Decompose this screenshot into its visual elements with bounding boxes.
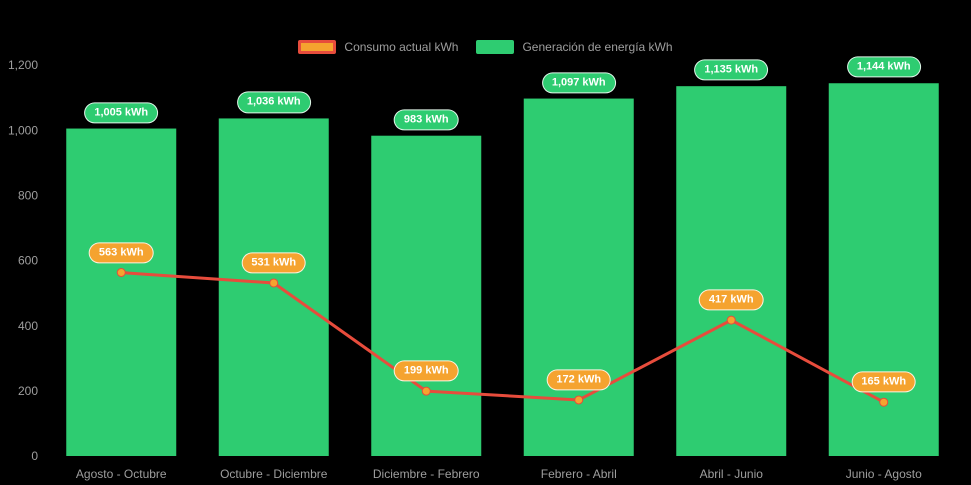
consumption-point[interactable] (116, 268, 126, 278)
x-axis-label: Abril - Junio (700, 467, 764, 481)
generation-bar[interactable] (66, 128, 177, 456)
x-axis-label: Agosto - Octubre (76, 467, 167, 481)
chart-legend: Consumo actual kWh Generación de energía… (0, 38, 971, 56)
consumption-point[interactable] (879, 397, 889, 407)
generation-bar[interactable] (828, 83, 939, 456)
consumo-legend-swatch-icon (298, 40, 337, 54)
generation-bar[interactable] (676, 86, 787, 456)
legend-label-generacion: Generación de energía kWh (522, 40, 673, 54)
y-axis-tick: 600 (18, 254, 38, 268)
generacion-legend-swatch-icon (476, 40, 515, 54)
consumption-line (119, 271, 886, 404)
y-axis-tick: 200 (18, 384, 38, 398)
consumption-point[interactable] (269, 278, 279, 288)
y-axis-tick: 800 (18, 189, 38, 203)
legend-label-consumo: Consumo actual kWh (344, 40, 459, 54)
y-axis-tick: 400 (18, 319, 38, 333)
y-axis-tick: 0 (31, 449, 38, 463)
x-axis-label: Junio - Agosto (846, 467, 922, 481)
legend-item-generacion[interactable]: Generación de energía kWh (476, 40, 673, 54)
x-axis-label: Diciembre - Febrero (373, 467, 480, 481)
y-axis-tick: 1,000 (8, 123, 38, 137)
consumption-point[interactable] (421, 386, 431, 396)
legend-item-consumo[interactable]: Consumo actual kWh (298, 40, 458, 54)
y-axis-tick: 1,200 (8, 58, 38, 72)
generation-bar[interactable] (371, 135, 482, 457)
x-axis-label: Febrero - Abril (541, 467, 617, 481)
x-axis-label: Octubre - Diciembre (220, 467, 328, 481)
consumption-point[interactable] (574, 395, 584, 405)
consumption-point[interactable] (726, 315, 736, 325)
